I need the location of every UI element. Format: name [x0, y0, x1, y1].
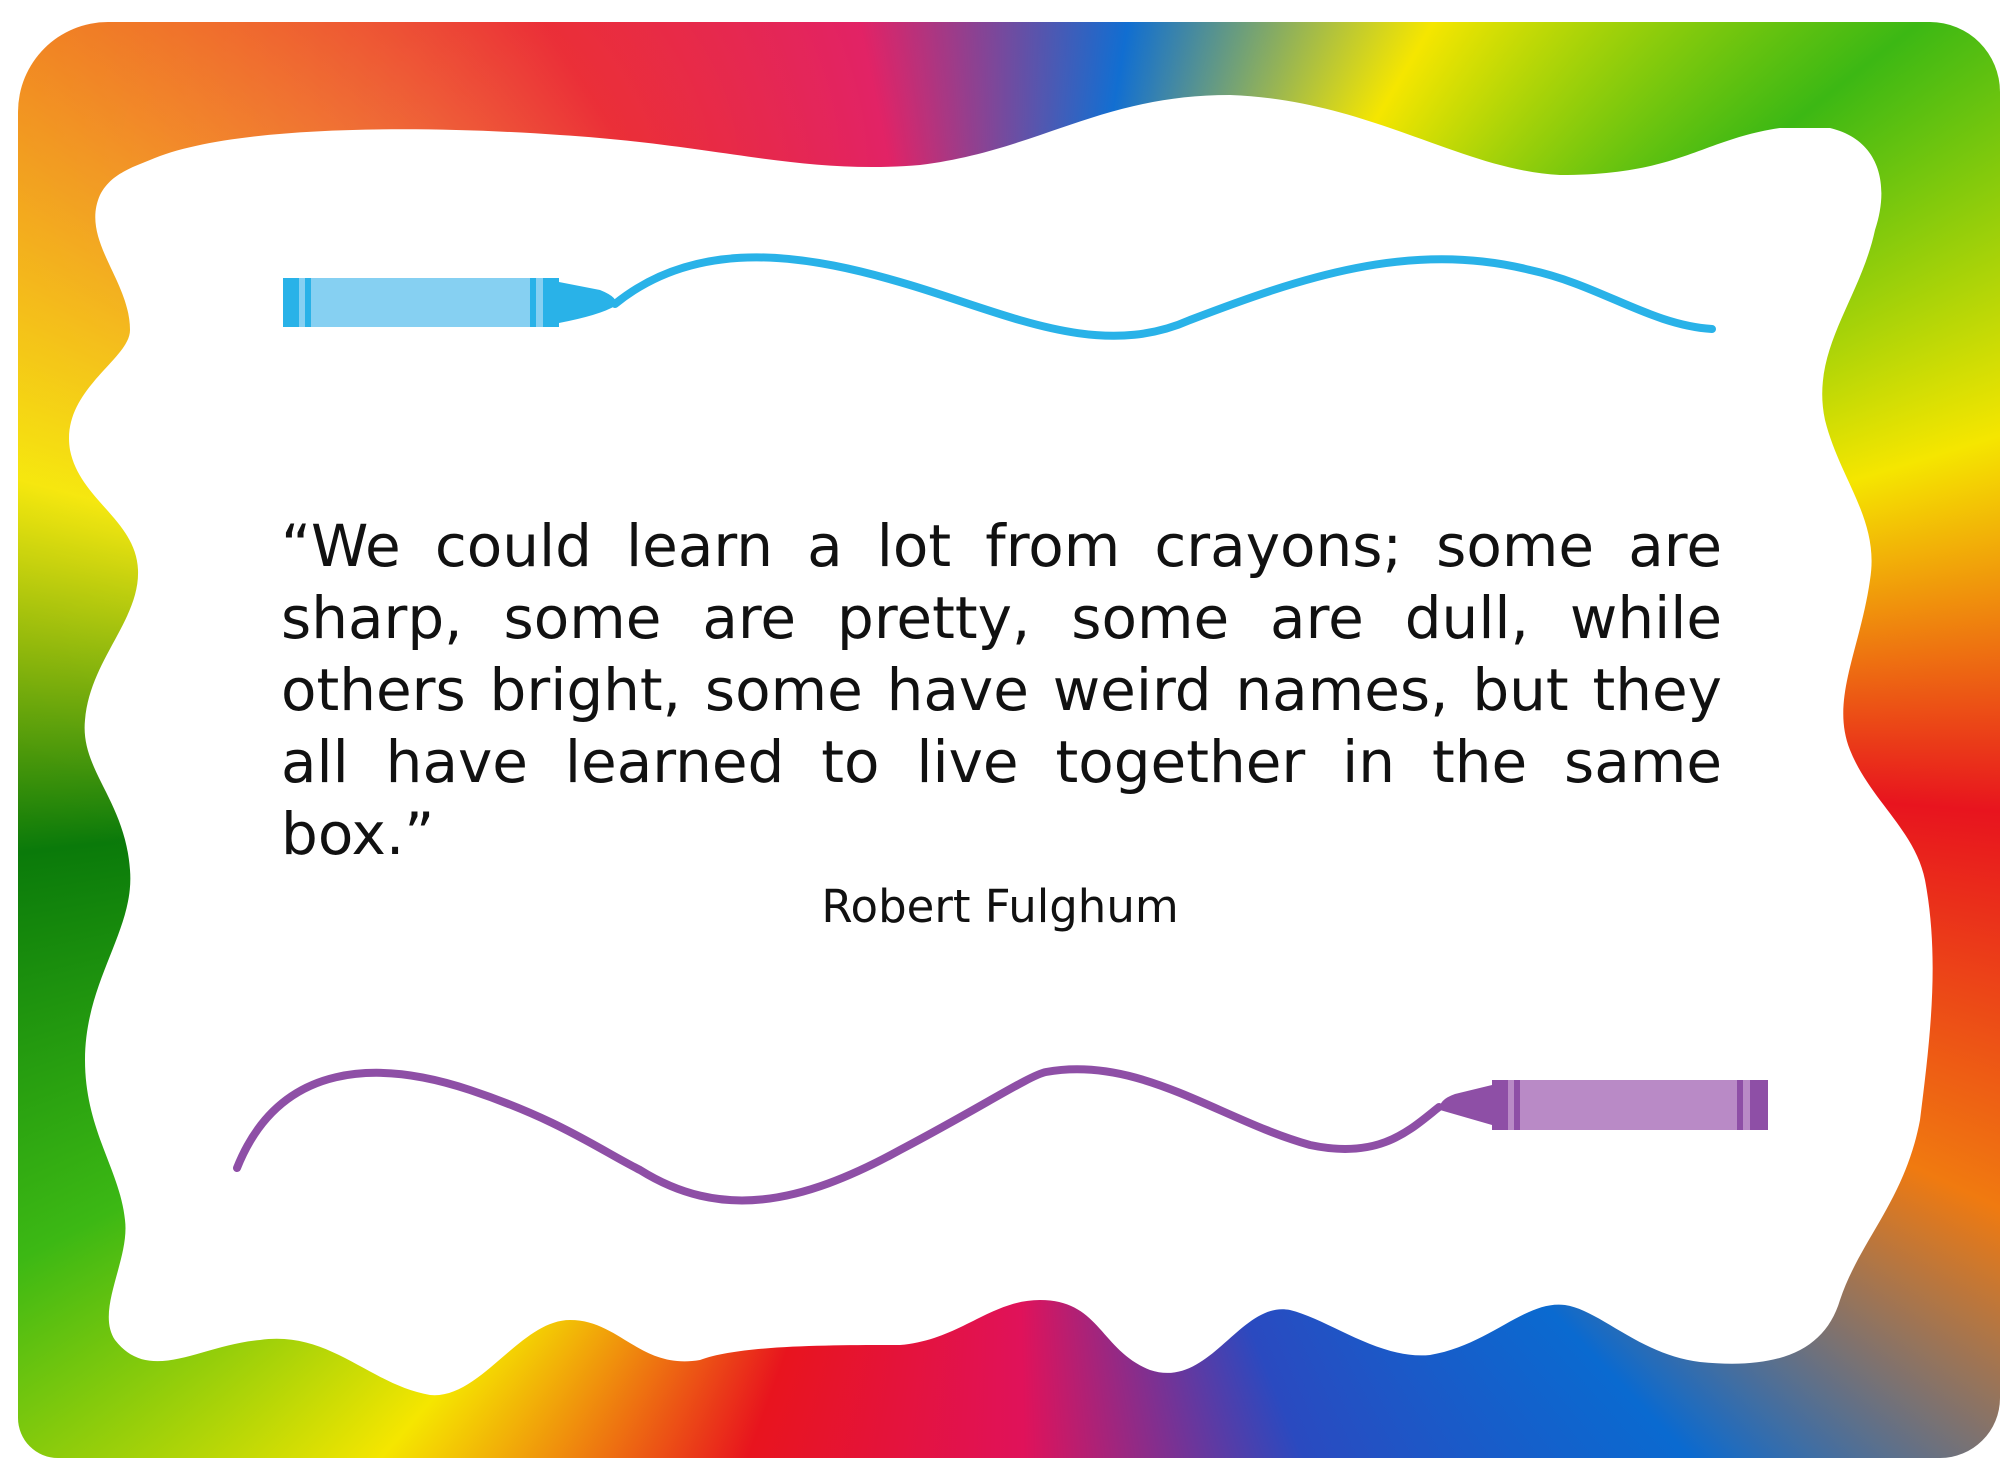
bottom-crayon-line: [233, 1065, 1443, 1205]
crayon-band: [543, 278, 559, 327]
crayon-band: [1737, 1080, 1743, 1130]
crayon-band: [283, 278, 299, 327]
crayon-body: [1492, 1080, 1768, 1130]
top-crayon: [283, 253, 1716, 340]
crayon-band: [1750, 1080, 1768, 1130]
crayon-tip: [559, 282, 616, 323]
crayon-band: [1492, 1080, 1508, 1130]
quote-text: “We could learn a lot from crayons; some…: [281, 512, 1722, 868]
crayon-band: [530, 278, 536, 327]
top-crayon-line: [611, 253, 1716, 340]
crayon-body: [283, 278, 559, 327]
crayon-band: [305, 278, 311, 327]
quote-author: Robert Fulghum: [821, 880, 1179, 933]
bottom-crayon: [233, 1065, 1768, 1205]
crayon-band: [1514, 1080, 1520, 1130]
white-panel: [69, 95, 1933, 1396]
crayon-tip: [1439, 1085, 1492, 1125]
